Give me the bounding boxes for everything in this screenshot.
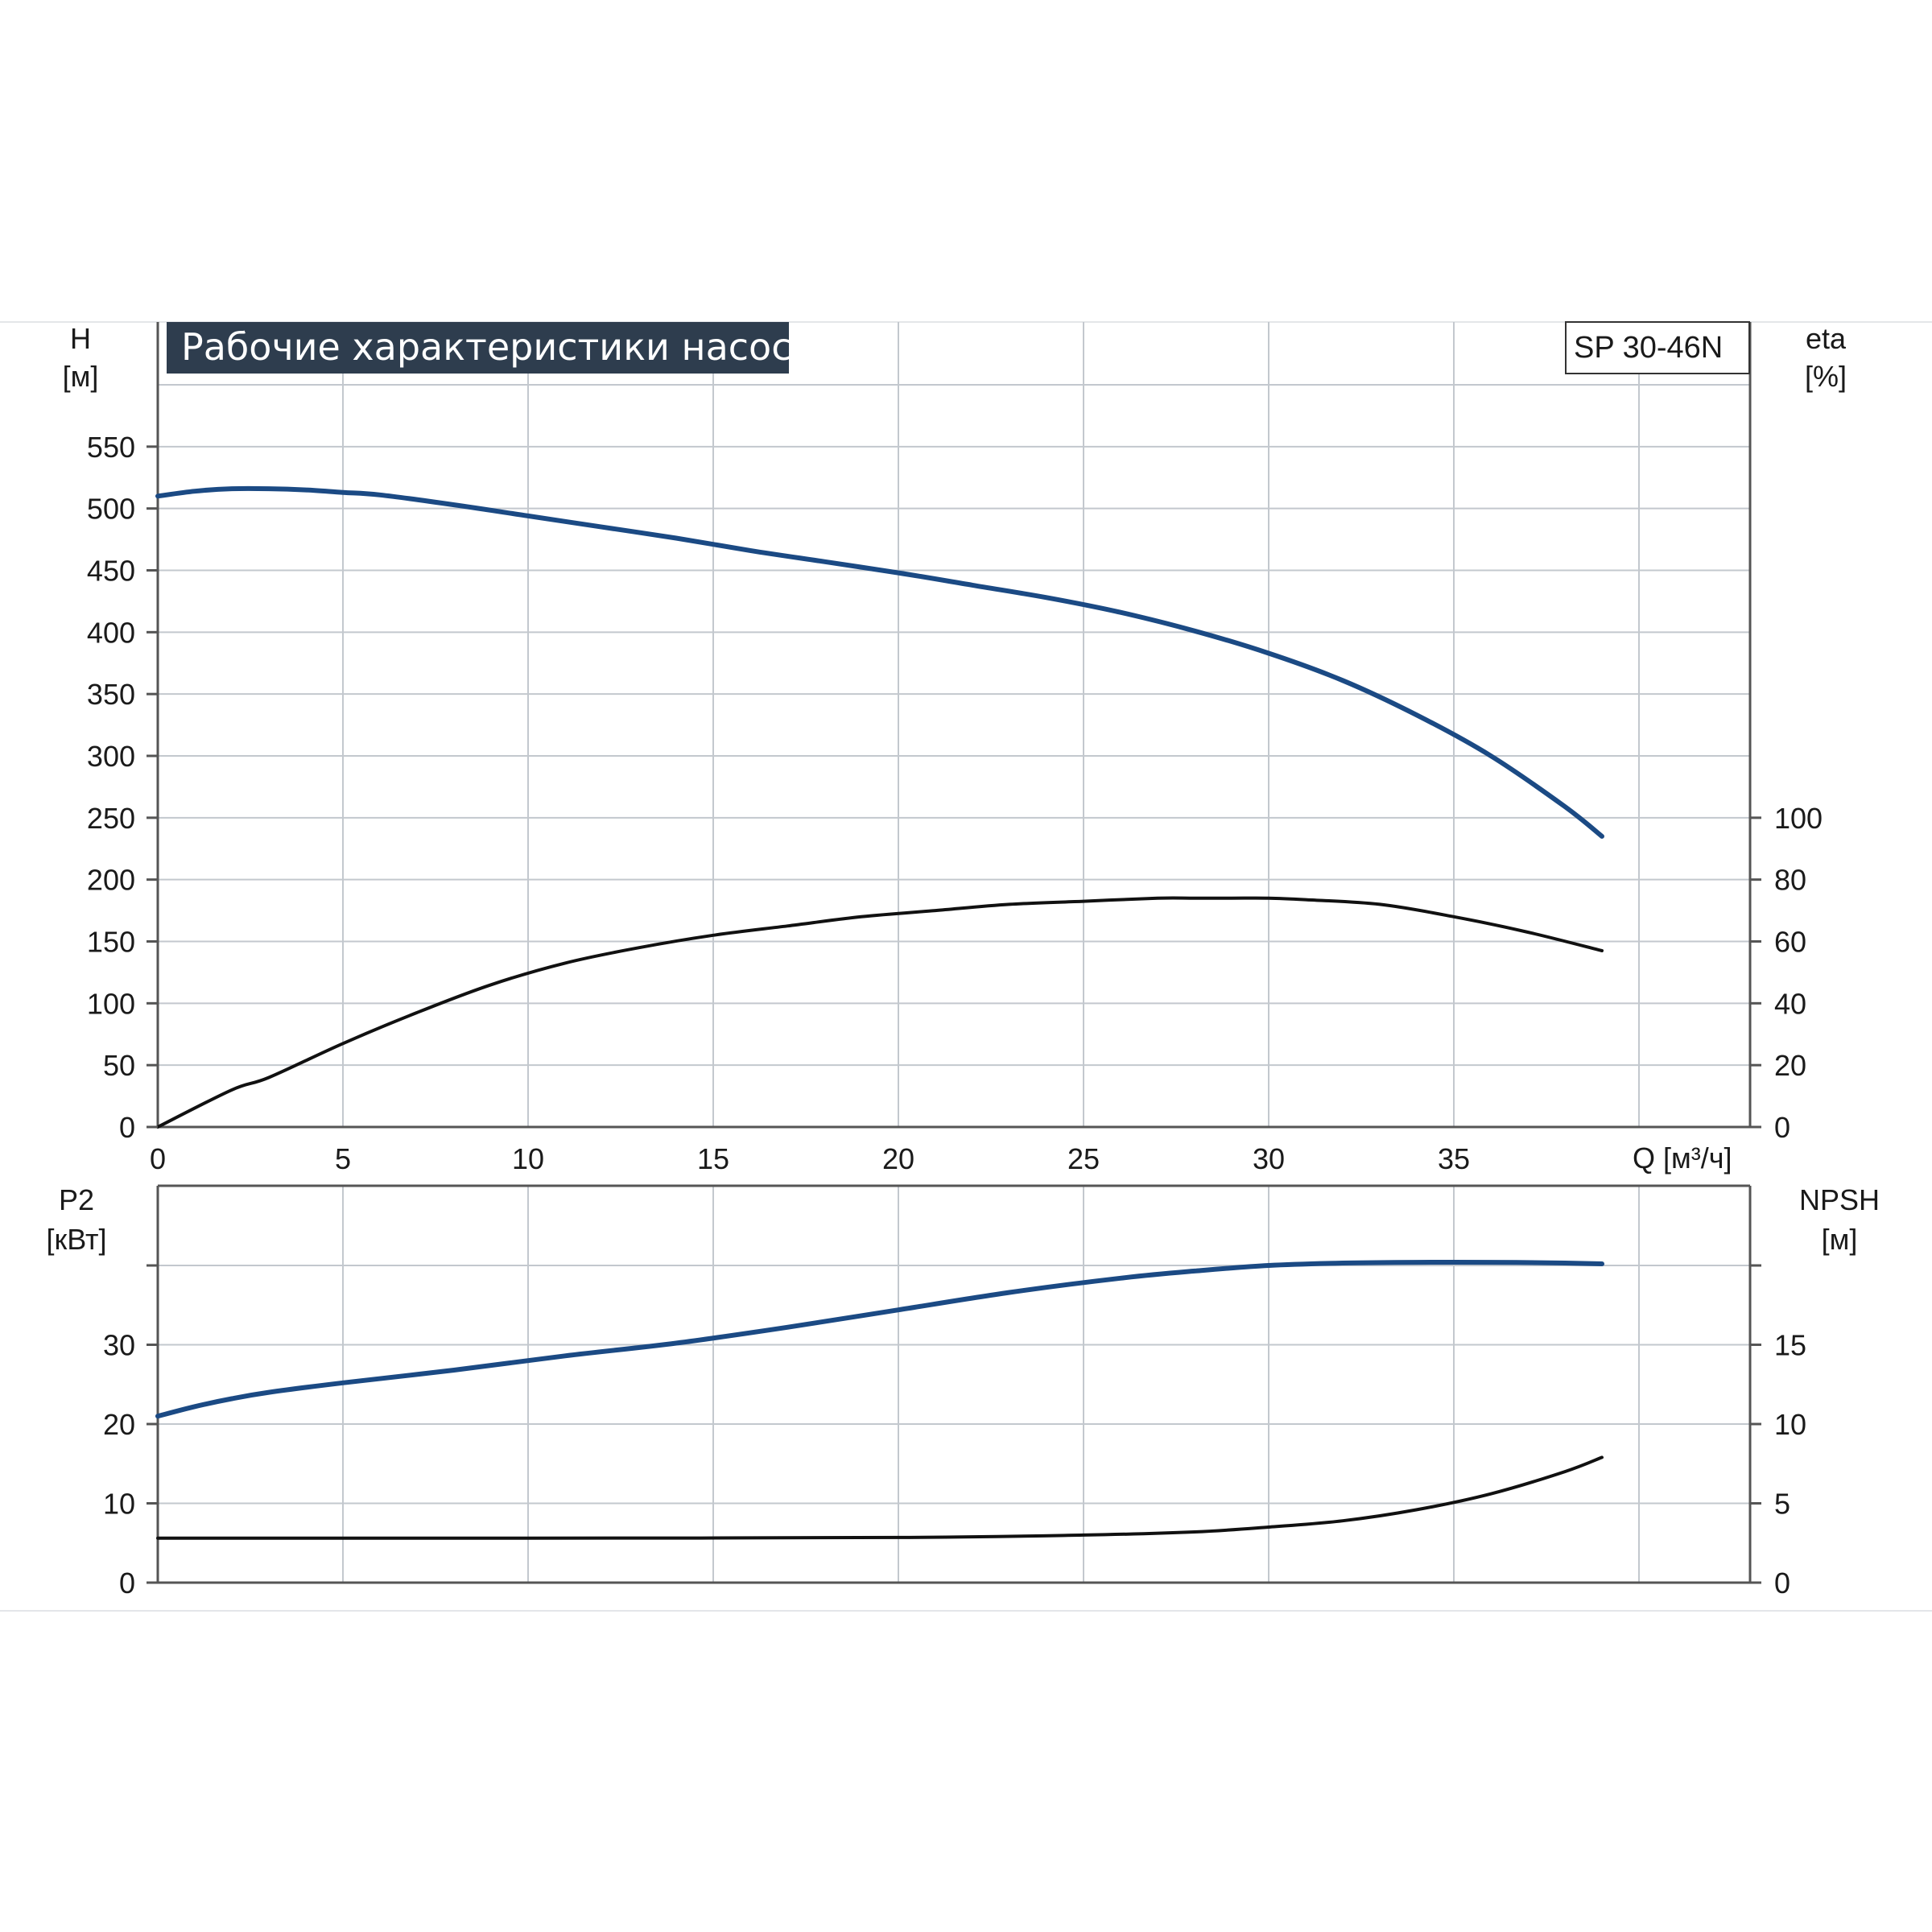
- x-tick-label: 5: [335, 1142, 351, 1175]
- bottom-right-axis-symbol: NPSH: [1799, 1183, 1880, 1216]
- bottom-right-axis-unit: [м]: [1822, 1223, 1858, 1256]
- left-tick-label: 400: [87, 616, 135, 649]
- right-tick-label: 0: [1774, 1567, 1790, 1600]
- top-panel-grid: [156, 322, 1752, 1129]
- left-tick-label: 100: [87, 987, 135, 1020]
- power-curve: [155, 1259, 1604, 1419]
- right-tick-label: 0: [1774, 1111, 1790, 1144]
- left-tick-label: 0: [119, 1567, 135, 1600]
- top-left-axis-unit: [м]: [63, 360, 99, 393]
- right-tick-label: 40: [1774, 987, 1806, 1020]
- x-tick-label: 30: [1253, 1142, 1285, 1175]
- x-tick-label: 15: [697, 1142, 729, 1175]
- x-tick-label: 10: [512, 1142, 544, 1175]
- title-background: [167, 322, 789, 374]
- left-tick-label: 300: [87, 740, 135, 773]
- efficiency-curve: [156, 896, 1604, 1129]
- right-tick-label: 80: [1774, 864, 1806, 897]
- right-tick-label: 20: [1774, 1049, 1806, 1082]
- left-tick-label: 250: [87, 802, 135, 835]
- bottom-panel-grid: [156, 1184, 1752, 1584]
- model-box: [1565, 321, 1750, 374]
- model-label: SP 30-46N: [1574, 331, 1723, 365]
- left-tick-label: 450: [87, 555, 135, 588]
- top-right-axis-unit: [%]: [1805, 360, 1847, 393]
- chart-title: Рабочие характеристики насоса: [181, 325, 815, 369]
- right-tick-label: 60: [1774, 926, 1806, 959]
- x-tick-label: 25: [1067, 1142, 1100, 1175]
- x-tick-label: 0: [150, 1142, 166, 1175]
- left-tick-label: 10: [103, 1488, 135, 1521]
- left-tick-label: 50: [103, 1049, 135, 1082]
- left-tick-label: 30: [103, 1329, 135, 1362]
- left-tick-label: 20: [103, 1408, 135, 1441]
- series-layer: [155, 485, 1604, 1540]
- x-axis-label: Q [м³/ч]: [1633, 1141, 1732, 1174]
- top-left-axis-symbol: H: [70, 322, 91, 355]
- left-tick-label: 150: [87, 926, 135, 959]
- bottom-left-axis-symbol: P2: [59, 1183, 94, 1216]
- left-tick-label: 0: [119, 1111, 135, 1144]
- x-tick-label: 20: [882, 1142, 914, 1175]
- right-tick-label: 5: [1774, 1488, 1790, 1521]
- right-tick-label: 100: [1774, 802, 1823, 835]
- tick-labels: 0501001502002503003504004505005500204060…: [87, 431, 1823, 1600]
- bottom-left-axis-unit: [кВт]: [46, 1223, 106, 1256]
- left-tick-label: 200: [87, 864, 135, 897]
- top-right-axis-symbol: eta: [1806, 322, 1847, 355]
- left-tick-label: 350: [87, 678, 135, 711]
- left-tick-label: 500: [87, 493, 135, 526]
- npsh-curve: [156, 1455, 1604, 1540]
- head-curve: [155, 485, 1604, 839]
- right-tick-label: 10: [1774, 1408, 1806, 1441]
- x-tick-label: 35: [1438, 1142, 1470, 1175]
- left-tick-label: 550: [87, 431, 135, 464]
- right-tick-label: 15: [1774, 1329, 1806, 1362]
